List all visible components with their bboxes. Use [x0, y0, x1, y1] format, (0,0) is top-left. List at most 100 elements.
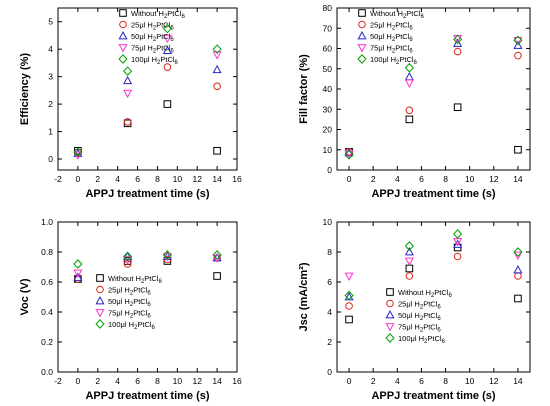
- panel-bottom-left: -2 0 2 4 6 8 10 12 14 16 0.0 0.2 0.4 0.6 0.8 1.0 APPJ tr…: [19, 217, 242, 402]
- y-tick-label: 3: [48, 72, 53, 82]
- data-point-series-3: [453, 239, 463, 248]
- y-tick-label: 0.6: [41, 277, 53, 287]
- data-point-series-1: [163, 100, 172, 108]
- y-axis-title: Jsc (mA/cm²): [298, 262, 310, 331]
- y-tick-label: 80: [323, 3, 333, 13]
- legend-marker-3: [385, 310, 395, 319]
- data-point-series-5: [513, 247, 523, 257]
- y-tick-label: 0.0: [41, 367, 53, 377]
- plot-frame: [336, 221, 531, 373]
- x-tick-label: 14: [513, 376, 523, 386]
- legend-label: 25μl H2PtCl6: [131, 21, 174, 32]
- x-tick-label: 0: [76, 174, 81, 184]
- data-point-series-3: [123, 251, 133, 260]
- x-tick-label: 2: [95, 376, 100, 386]
- legend-marker-1: [386, 288, 394, 296]
- data-point-series-4: [344, 272, 354, 281]
- data-point-series-1: [213, 146, 221, 155]
- x-tick-label: 4: [395, 376, 400, 386]
- data-point-series-1: [453, 103, 462, 112]
- data-point-series-1: [405, 264, 414, 273]
- x-tick-label: 12: [192, 376, 202, 386]
- data-point-series-5: [212, 250, 222, 260]
- data-point-series-4: [513, 37, 523, 46]
- legend-label: 25μl H2PtCl6: [108, 286, 151, 297]
- y-tick-label: 30: [323, 104, 333, 114]
- plot-frame: [57, 221, 238, 373]
- legend-label: Without H2PtCl6: [398, 288, 452, 299]
- y-tick-label: 1.0: [41, 217, 53, 227]
- data-point-series-4: [162, 34, 172, 44]
- x-tick-label: 12: [192, 174, 202, 184]
- data-point-series-2: [163, 63, 172, 71]
- data-point-series-5: [162, 250, 172, 260]
- y-tick-label: 5: [48, 17, 53, 27]
- data-point-series-3: [212, 64, 222, 74]
- data-point-series-3: [123, 75, 133, 85]
- x-axis-title: APPJ treatment time (s): [371, 188, 495, 200]
- y-tick-label: 0: [48, 154, 53, 164]
- x-tick-label: 6: [135, 174, 140, 184]
- y-tick-label: 60: [323, 44, 333, 54]
- data-point-series-4: [73, 269, 83, 278]
- data-point-series-5: [123, 251, 133, 262]
- legend-marker-2: [119, 20, 127, 29]
- data-point-series-5: [453, 229, 463, 239]
- data-point-series-4: [123, 89, 133, 99]
- legend-label: 50μl H2PtCl6: [108, 297, 151, 308]
- data-point-series-5: [73, 147, 83, 157]
- y-tick-label: 0.2: [41, 337, 53, 347]
- y-axis-title: Voc (V): [19, 278, 31, 315]
- legend-marker-2: [386, 299, 394, 308]
- x-tick-label: 8: [443, 376, 448, 386]
- x-tick-label: 4: [395, 174, 400, 184]
- legend-label: 75μl H2PtCl6: [398, 323, 441, 334]
- x-tick-label: 8: [155, 376, 160, 386]
- y-tick-label: 4: [327, 307, 332, 317]
- x-tick-label: 6: [419, 174, 424, 184]
- y-tick-label: 0: [327, 165, 332, 175]
- y-tick-label: 40: [323, 84, 333, 94]
- data-point-series-3: [73, 272, 83, 281]
- x-tick-label: 6: [419, 376, 424, 386]
- x-tick-label: -2: [54, 376, 62, 386]
- y-tick-label: 0: [327, 367, 332, 377]
- data-point-series-5: [123, 66, 133, 76]
- legend-marker-1: [119, 9, 127, 17]
- data-point-series-1: [405, 115, 414, 124]
- data-point-series-5: [212, 44, 222, 55]
- legend-marker-5: [385, 333, 395, 343]
- legend-label: Without H2PtCl6: [370, 9, 424, 20]
- x-axis-title: APPJ treatment time (s): [85, 188, 209, 200]
- data-point-series-3: [453, 38, 463, 47]
- data-point-series-4: [212, 254, 222, 263]
- y-tick-label: 70: [323, 23, 333, 33]
- x-tick-label: 14: [513, 174, 523, 184]
- x-tick-label: 16: [232, 174, 242, 184]
- legend-marker-4: [95, 309, 105, 318]
- x-tick-label: 2: [371, 174, 376, 184]
- legend-marker-3: [95, 296, 105, 305]
- data-point-series-2: [453, 252, 462, 261]
- x-tick-label: 14: [212, 174, 222, 184]
- data-point-series-4: [404, 79, 414, 88]
- plot-frame: [336, 7, 531, 171]
- data-point-series-4: [123, 256, 133, 265]
- y-axis-title: Fill factor (%): [298, 54, 310, 124]
- legend-label: 75μl H2PtCl6: [370, 44, 413, 55]
- plot-frame: [57, 7, 238, 171]
- legend-marker-3: [357, 31, 367, 40]
- legend-label: 75μl H2PtCl6: [108, 309, 151, 320]
- x-tick-label: 4: [115, 174, 120, 184]
- data-point-series-5: [344, 149, 354, 160]
- x-tick-label: 0: [347, 174, 352, 184]
- x-axis-title: APPJ treatment time (s): [371, 390, 495, 402]
- data-point-series-2: [514, 272, 522, 280]
- legend-marker-4: [118, 44, 128, 53]
- legend-label: 50μl H2PtCl6: [131, 32, 174, 43]
- x-tick-label: 0: [76, 376, 81, 386]
